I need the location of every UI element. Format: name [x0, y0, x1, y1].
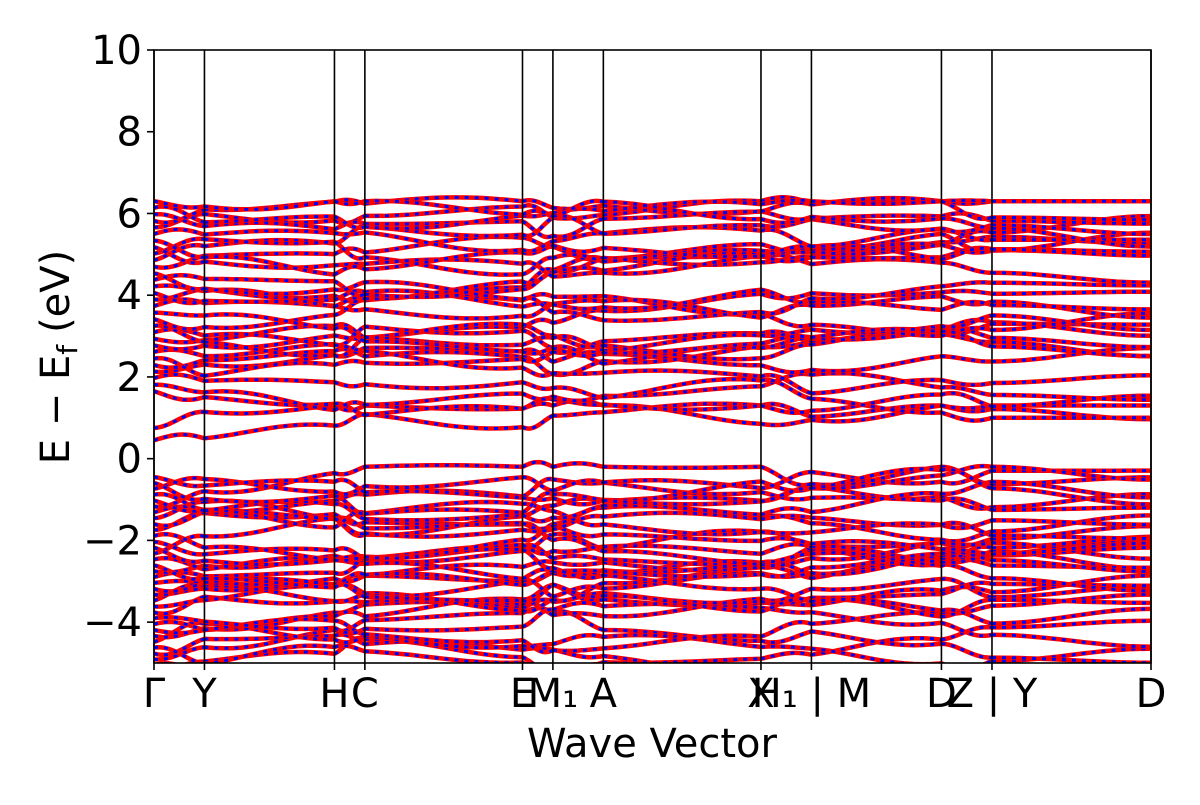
band-line-red — [154, 197, 1151, 231]
band-line-red — [154, 370, 1151, 413]
y-tick-label: 2 — [117, 355, 142, 401]
y-tick-label: 4 — [117, 273, 142, 319]
kpoint-lines — [153, 50, 1152, 663]
x-tick-label: Z | Y — [947, 671, 1038, 717]
y-axis-label: E − Ef (eV) — [33, 250, 84, 465]
band-line-red — [154, 498, 1151, 541]
band-line-red — [154, 576, 1151, 619]
y-axis: 10 8 6 4 2 0 −2 −4 — [83, 28, 154, 646]
x-tick-label: H₁ | M — [752, 671, 872, 717]
x-tick-label: M₁ — [528, 671, 579, 717]
x-axis-label: Wave Vector — [527, 721, 778, 767]
band-line-red — [154, 401, 1151, 443]
band-line-red — [154, 238, 1151, 277]
band-line-red — [154, 310, 1151, 359]
band-line-red — [154, 271, 1151, 323]
y-tick-label: 0 — [117, 437, 142, 483]
x-tick-label: A — [590, 671, 618, 717]
y-tick-label: −4 — [83, 600, 142, 646]
y-tick-label: 10 — [91, 28, 142, 74]
x-tick-label: H — [319, 671, 349, 717]
band-line-red — [154, 198, 1151, 249]
y-axis-label-main: E − E — [33, 355, 79, 465]
y-tick-label: 6 — [117, 191, 142, 237]
y-tick-label: −2 — [83, 518, 142, 564]
band-line-blue-dashed — [154, 524, 1151, 579]
band-line-red — [154, 466, 1151, 507]
y-axis-label-unit: (eV) — [33, 250, 79, 333]
plot-frame — [153, 49, 1152, 664]
y-tick-label: 8 — [117, 110, 142, 156]
band-line-blue-dashed — [154, 372, 1151, 423]
x-tick-label: X — [747, 671, 774, 717]
x-tick-label: C — [351, 671, 379, 717]
band-line-blue-dashed — [154, 292, 1151, 338]
x-tick-label: Γ — [143, 671, 166, 717]
x-tick-label: D — [926, 671, 957, 717]
x-tick-label: E — [510, 671, 535, 717]
x-tick-label: D — [1136, 671, 1167, 717]
x-tick-label: Y — [191, 671, 217, 717]
band-line-red — [154, 643, 528, 663]
band-line-red — [154, 468, 1151, 497]
y-axis-label-sub: f — [51, 344, 84, 355]
band-lines — [154, 194, 1151, 663]
